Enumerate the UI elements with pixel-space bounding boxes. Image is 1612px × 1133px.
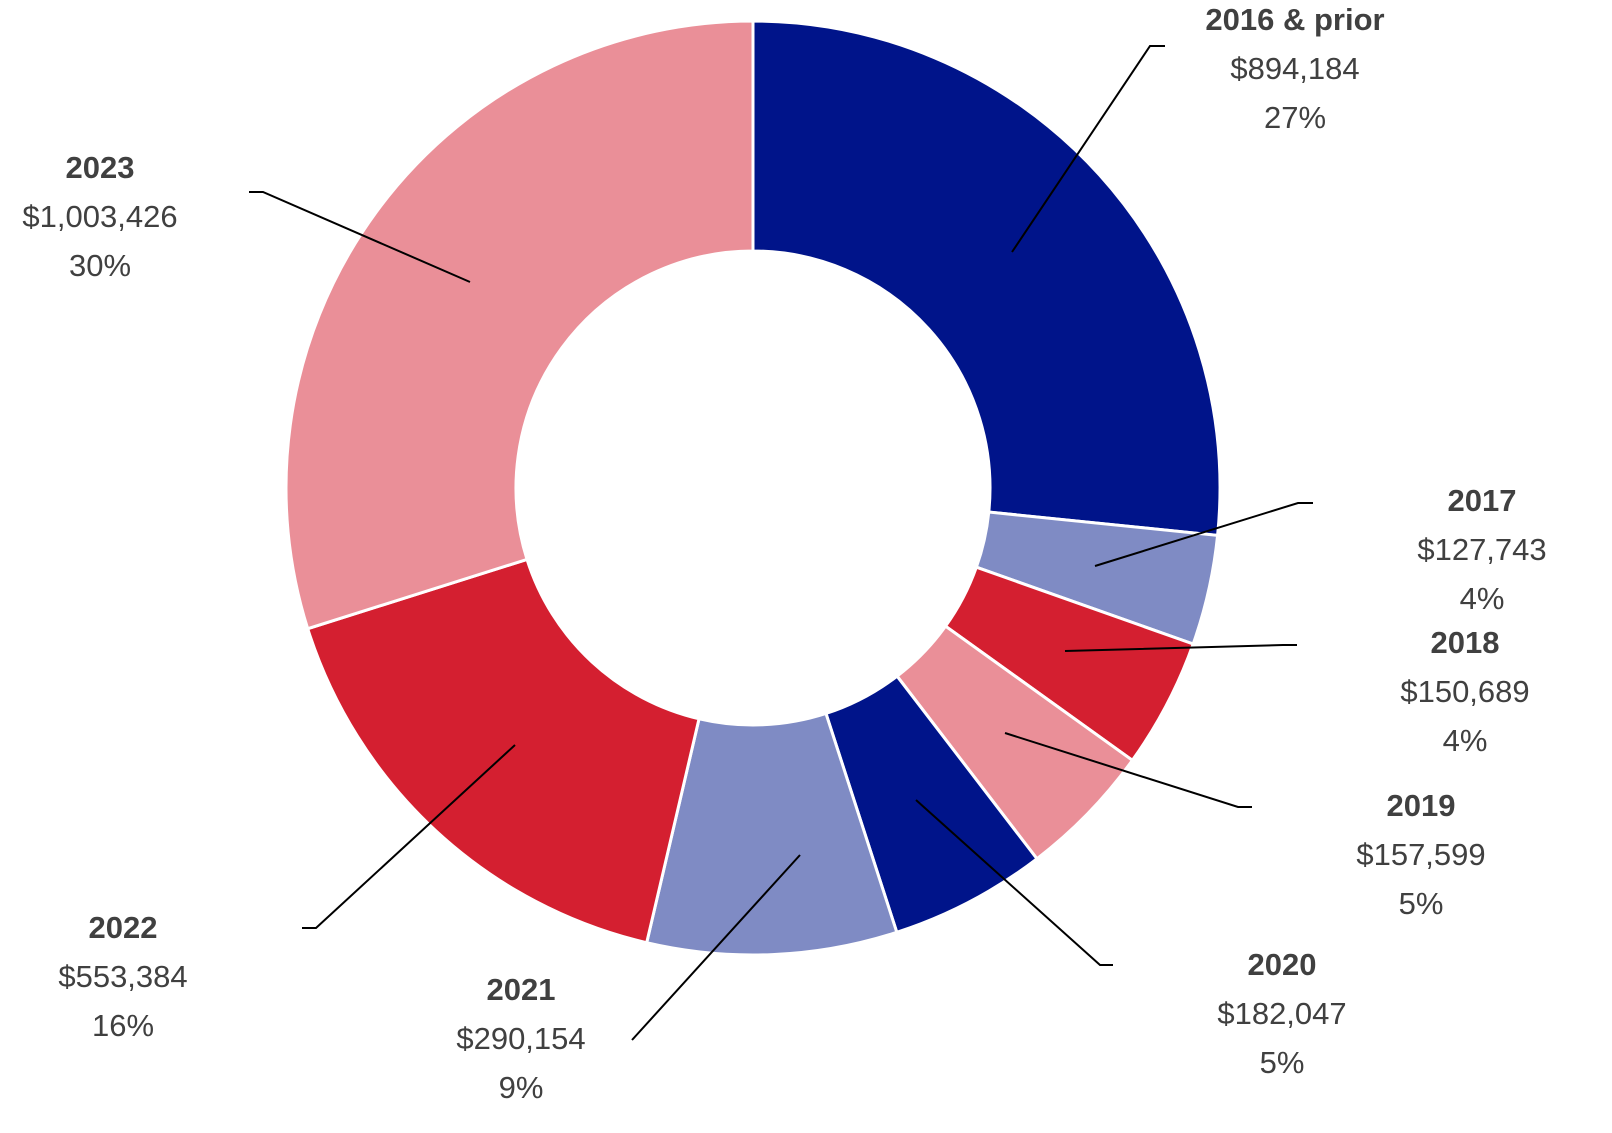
leader-line [631,854,801,1041]
slice-value: $894,184 [1230,51,1359,86]
slice-name: 2017 [1448,483,1517,518]
slice-name: 2019 [1387,788,1456,823]
slice-percent: 4% [1443,723,1488,758]
slice-value: $1,003,426 [22,199,177,234]
leader-line [249,191,471,283]
slice-name: 2020 [1248,947,1317,982]
slice-percent: 5% [1399,886,1444,921]
slice-value: $127,743 [1417,532,1546,567]
slice-percent: 16% [92,1008,154,1043]
slice-name: 2016 & prior [1205,2,1384,37]
slice-percent: 30% [69,248,131,283]
slice-value: $182,047 [1217,996,1346,1031]
leader-line [1064,644,1297,652]
slice-percent: 4% [1460,581,1505,616]
slice-percent: 27% [1264,100,1326,135]
leader-line [915,799,1113,966]
slice-value: $290,154 [456,1021,585,1056]
slice-name: 2018 [1431,625,1500,660]
slice-percent: 5% [1260,1045,1305,1080]
slice-value: $150,689 [1400,674,1529,709]
slice-value: $157,599 [1356,837,1485,872]
donut-slice [751,19,1222,538]
donut-slice [284,19,755,631]
leader-line [1004,732,1252,808]
leader-line [1011,45,1165,253]
donut-slice [305,557,701,945]
leader-line [302,744,516,929]
slice-value: $553,384 [58,959,187,994]
slice-percent: 9% [499,1070,544,1105]
slice-name: 2021 [487,972,556,1007]
slice-name: 2023 [66,150,135,185]
leader-line [1094,502,1313,567]
slice-name: 2022 [89,910,158,945]
